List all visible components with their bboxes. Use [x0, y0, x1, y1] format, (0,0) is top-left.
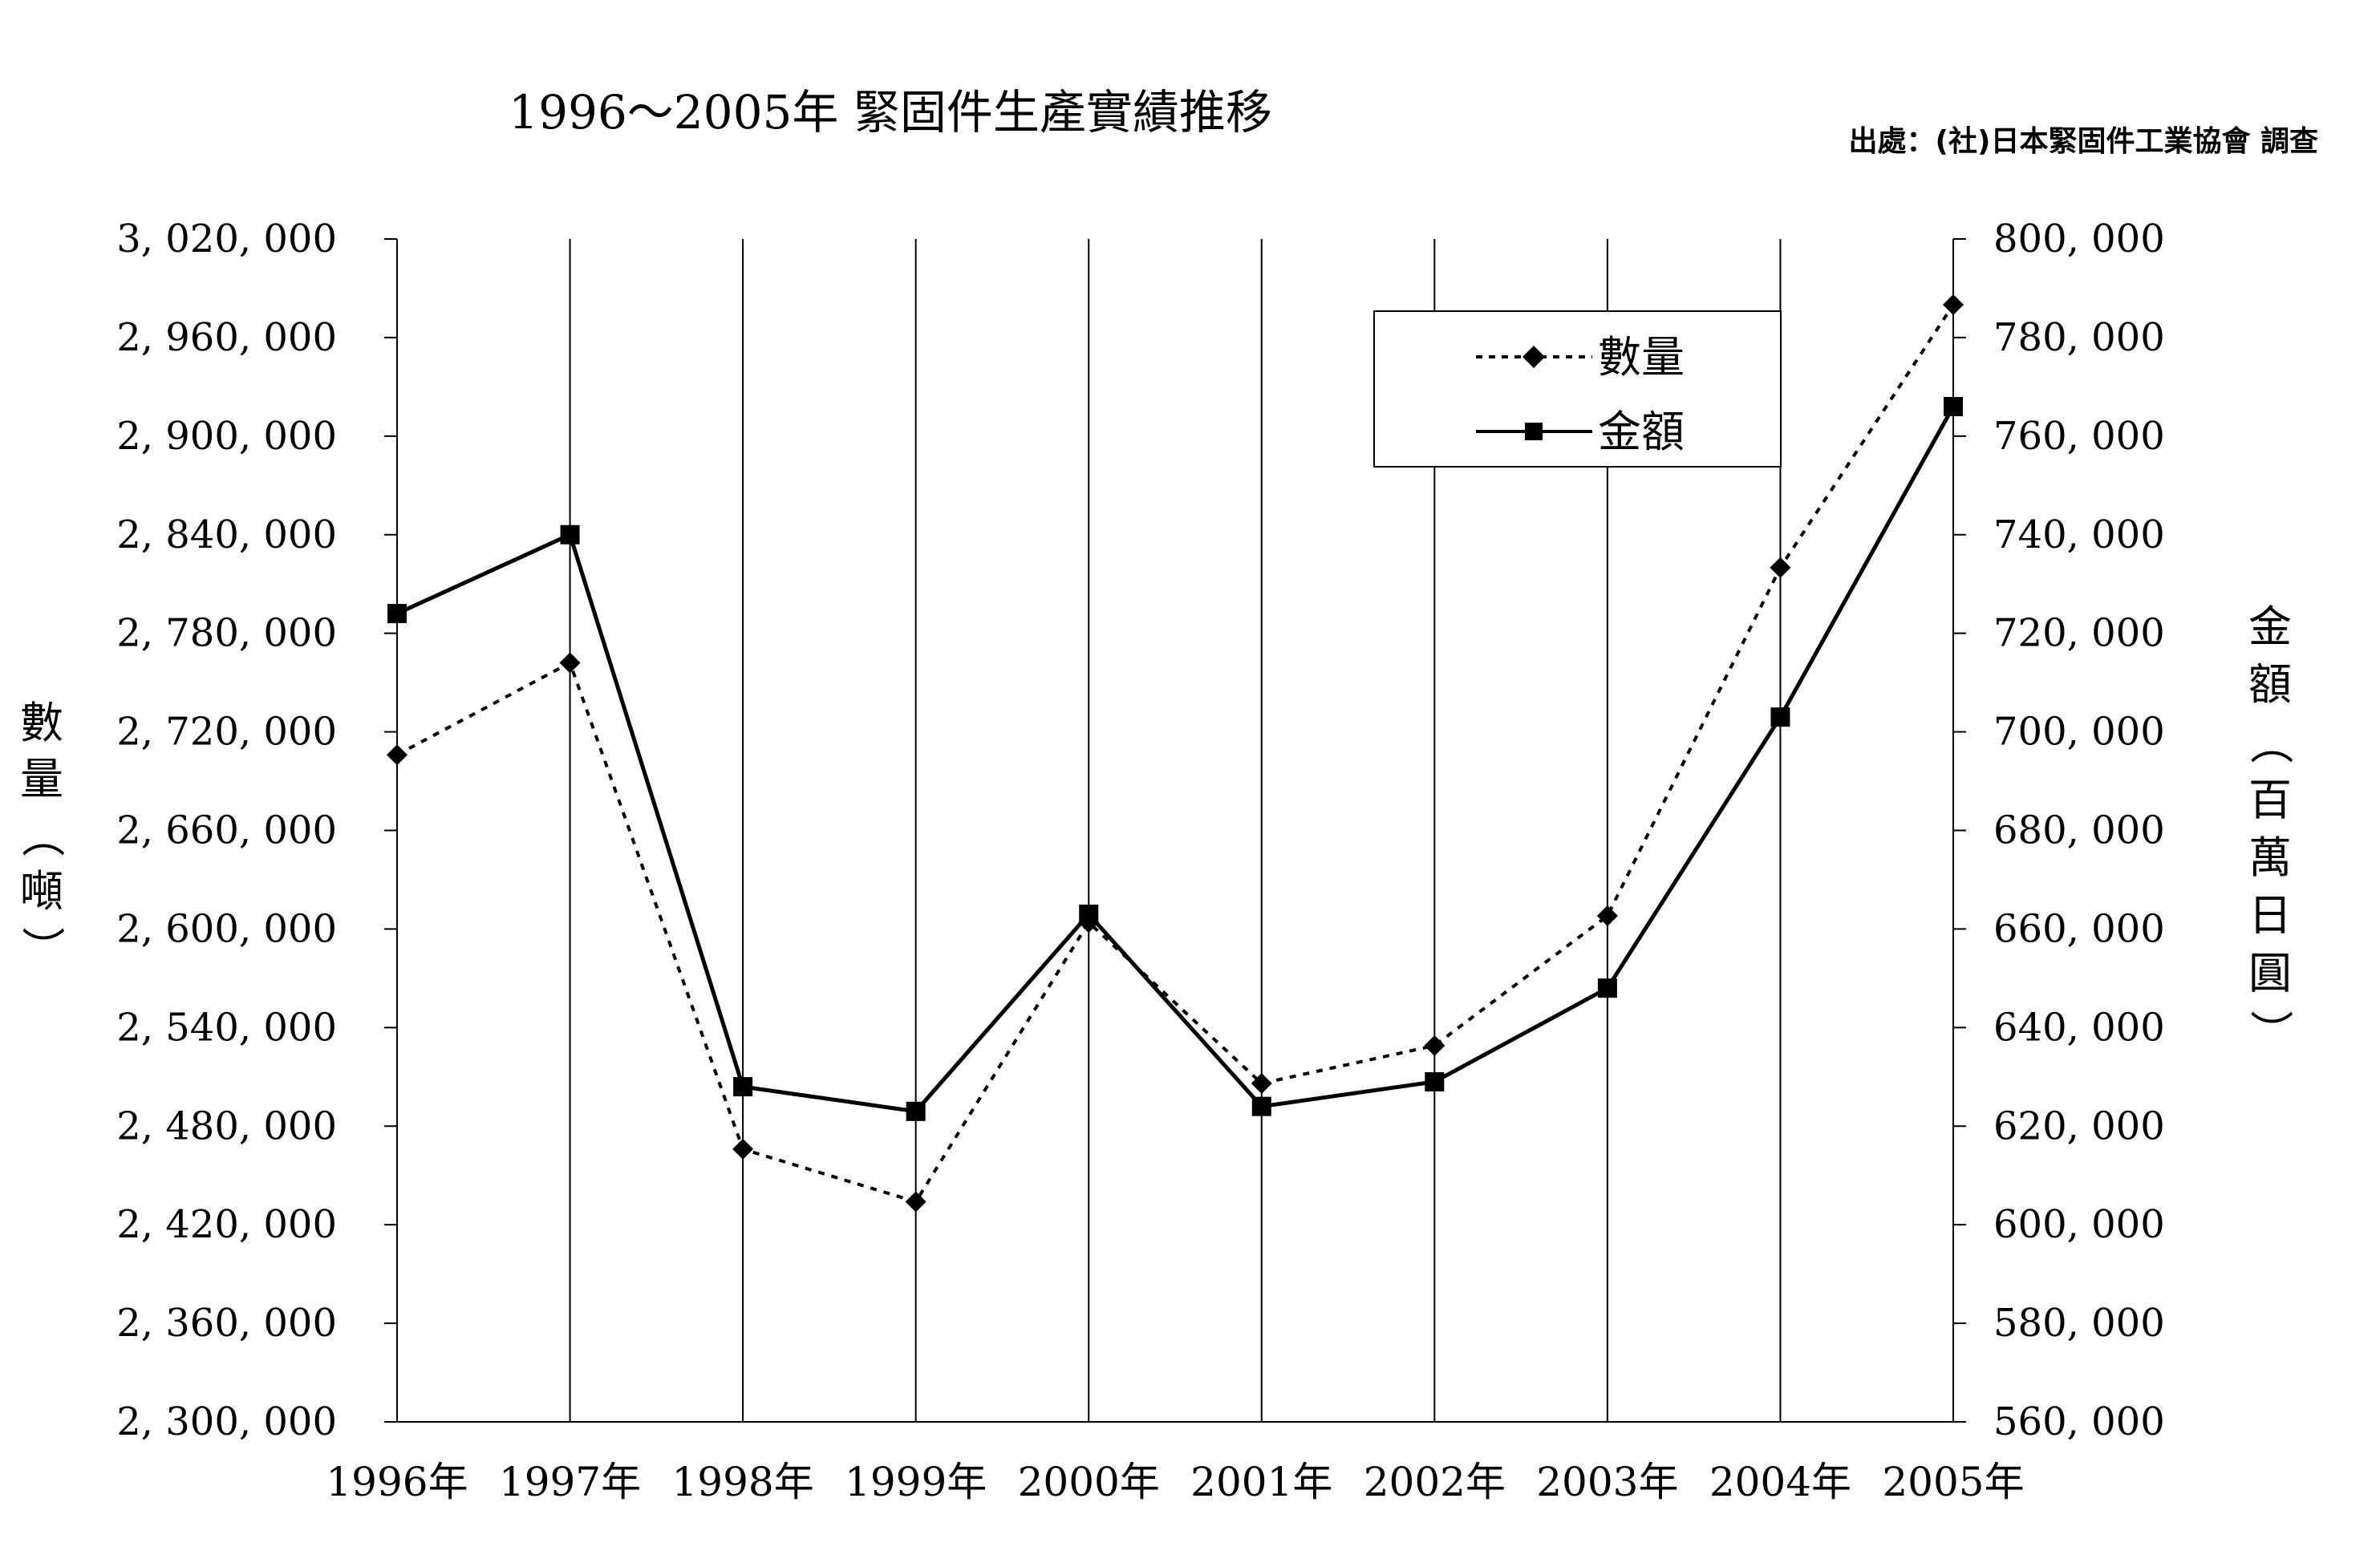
point-amount [733, 1077, 753, 1097]
left-tick-label: 2, 360, 000 [116, 1301, 337, 1346]
x-tick-label: 2004年 [1709, 1459, 1851, 1505]
left-tick-label: 2, 900, 000 [116, 414, 337, 459]
point-quantity [559, 652, 581, 674]
right-tick-label: 680, 000 [1993, 808, 2165, 853]
series-layer [387, 294, 1964, 1213]
axis-label-char: 數 [20, 698, 63, 748]
point-amount [1251, 1096, 1271, 1116]
right-tick-label: 720, 000 [1993, 611, 2165, 656]
axis-label-char: 日 [2248, 890, 2292, 941]
legend: 數量 金額 [1373, 310, 1782, 468]
point-quantity [1424, 1035, 1445, 1056]
series-line-amount [395, 405, 1956, 1114]
right-tick-label: 560, 000 [1993, 1399, 2165, 1444]
legend-marker-amount [1525, 423, 1543, 440]
x-tick-label: 1996年 [326, 1459, 468, 1505]
left-axis-label: 數量 （ 噸 ） [17, 698, 67, 970]
point-amount [1597, 978, 1617, 998]
left-tick-label: 2, 600, 000 [116, 906, 337, 951]
x-tick-label: 2000年 [1018, 1459, 1160, 1505]
point-amount [387, 604, 407, 624]
left-tick-label: 2, 300, 000 [116, 1399, 337, 1444]
right-tick-label: 660, 000 [1993, 906, 2165, 951]
point-quantity [1770, 557, 1791, 578]
x-tick-label: 1997年 [499, 1459, 641, 1505]
chart-title: 1996～2005年 緊固件生產實績推移 [509, 85, 1272, 140]
left-axis-ticks: 3, 020, 000 2, 960, 000 2, 900, 000 2, 840,… [116, 217, 397, 1444]
x-tick-label: 1999年 [845, 1459, 987, 1505]
right-tick-label: 580, 000 [1993, 1301, 2165, 1346]
point-amount [560, 524, 580, 545]
left-tick-label: 2, 840, 000 [116, 512, 337, 557]
left-tick-label: 2, 960, 000 [116, 315, 337, 360]
source-note: 出處：(社)日本緊固件工業協會 調查 [1849, 125, 2318, 158]
point-amount [1944, 396, 1963, 416]
point-quantity [1596, 905, 1618, 927]
point-quantity [387, 744, 407, 766]
right-tick-label: 620, 000 [1993, 1103, 2165, 1148]
axis-label-char: （ [2245, 721, 2296, 764]
point-quantity [1943, 294, 1964, 315]
left-tick-label: 2, 480, 000 [116, 1103, 337, 1148]
right-tick-label: 740, 000 [1993, 512, 2165, 557]
point-amount [1079, 904, 1099, 924]
point-quantity [732, 1138, 754, 1160]
legend-label-amount: 金額 [1598, 407, 1685, 457]
x-tick-label: 2005年 [1882, 1459, 2024, 1505]
axis-label-char: 噸 [20, 866, 63, 917]
right-tick-label: 760, 000 [1993, 414, 2165, 459]
axis-label-char: 金 [2248, 601, 2292, 652]
point-quantity [1251, 1072, 1272, 1094]
left-tick-label: 2, 660, 000 [116, 808, 337, 853]
axis-label-char: （ [17, 814, 67, 857]
left-tick-label: 3, 020, 000 [116, 217, 337, 261]
legend-box [1373, 310, 1782, 468]
axis-label-char: 萬 [2248, 832, 2292, 883]
axis-label-char: 量 [20, 754, 63, 804]
left-tick-label: 2, 540, 000 [116, 1005, 337, 1050]
x-axis-ticks: 1996年 1997年 1998年 1999年 2000年 2001年 2002年 2003年… [326, 1459, 2024, 1505]
right-tick-label: 600, 000 [1993, 1202, 2165, 1247]
legend-marker-quantity [1522, 346, 1545, 368]
right-tick-label: 800, 000 [1993, 217, 2165, 261]
left-tick-label: 2, 780, 000 [116, 611, 337, 656]
x-tick-label: 1998年 [671, 1459, 813, 1505]
x-tick-label: 2001年 [1190, 1459, 1332, 1505]
right-tick-label: 700, 000 [1993, 710, 2165, 755]
axis-label-char: 額 [2248, 659, 2292, 710]
series-line-quantity [396, 303, 1955, 1204]
point-quantity [905, 1191, 926, 1213]
legend-label-quantity: 數量 [1598, 332, 1685, 383]
axis-label-char: 百 [2248, 775, 2292, 825]
axis-label-char: ） [17, 926, 67, 970]
axis-label-char: ） [2245, 1010, 2296, 1053]
left-tick-label: 2, 720, 000 [116, 710, 337, 755]
axis-label-char: 圓 [2248, 948, 2292, 998]
x-tick-label: 2003年 [1536, 1459, 1678, 1505]
x-tick-label: 2002年 [1364, 1459, 1506, 1505]
point-amount [906, 1101, 926, 1121]
right-tick-label: 640, 000 [1993, 1005, 2165, 1050]
right-axis-ticks: 800, 000 780, 000 760, 000 740, 000 720, 000… [1953, 217, 2165, 1444]
right-tick-label: 780, 000 [1993, 315, 2165, 360]
point-amount [1770, 707, 1790, 727]
point-amount [1425, 1071, 1445, 1091]
left-tick-label: 2, 420, 000 [116, 1202, 337, 1247]
